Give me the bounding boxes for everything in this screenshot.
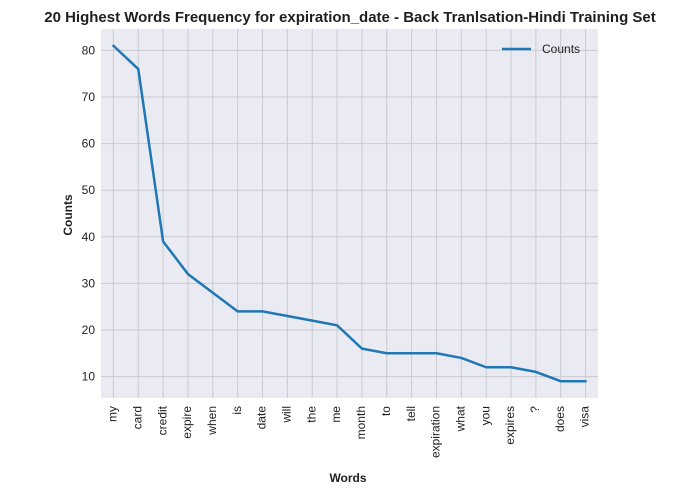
x-tick-label: month: [354, 406, 368, 439]
x-tick-label: when: [205, 406, 219, 436]
x-axis-label: Words: [329, 471, 366, 485]
plot-area: [101, 29, 598, 398]
y-tick-label: 50: [82, 183, 96, 197]
x-tick-label: expire: [180, 406, 194, 439]
y-tick-label: 30: [82, 276, 96, 290]
x-tick-label: you: [478, 406, 492, 425]
series-layer: [112, 44, 587, 383]
x-tick-label: is: [230, 406, 244, 415]
x-tick-label: to: [379, 406, 393, 416]
legend-entry-counts: Counts: [542, 42, 580, 56]
x-tick-label: my: [106, 406, 120, 422]
y-axis-tick-labels: 10 20 30 40 50 60 70 80: [82, 43, 96, 383]
x-tick-label: date: [255, 406, 269, 430]
x-tick-label: tell: [404, 406, 418, 421]
x-tick-label: card: [130, 406, 144, 429]
plot-background-layer: [101, 29, 598, 398]
grid-lines: [101, 29, 598, 398]
x-tick-label: expiration: [429, 406, 443, 458]
x-tick-label: the: [304, 406, 318, 423]
y-tick-label: 60: [82, 137, 96, 151]
y-tick-label: 10: [82, 370, 96, 384]
x-tick-label: credit: [155, 405, 169, 435]
y-tick-label: 80: [82, 43, 96, 57]
x-axis-tick-labels: my card credit expire when is date will the me mon…: [106, 405, 592, 458]
chart-title: 20 Highest Words Frequency for expiratio…: [44, 9, 656, 26]
x-tick-label: me: [329, 406, 343, 423]
x-tick-label: expires: [503, 406, 517, 445]
x-tick-label: does: [553, 406, 567, 432]
y-tick-label: 20: [82, 323, 96, 337]
x-tick-label: what: [453, 405, 467, 432]
x-tick-label: ?: [528, 406, 542, 413]
y-tick-label: 40: [82, 230, 96, 244]
series-counts-line: [112, 44, 587, 383]
x-tick-label: visa: [578, 406, 592, 428]
x-tick-label: will: [280, 406, 294, 424]
y-axis-label: Counts: [61, 194, 75, 236]
legend: Counts: [502, 42, 580, 56]
y-tick-label: 70: [82, 90, 96, 104]
